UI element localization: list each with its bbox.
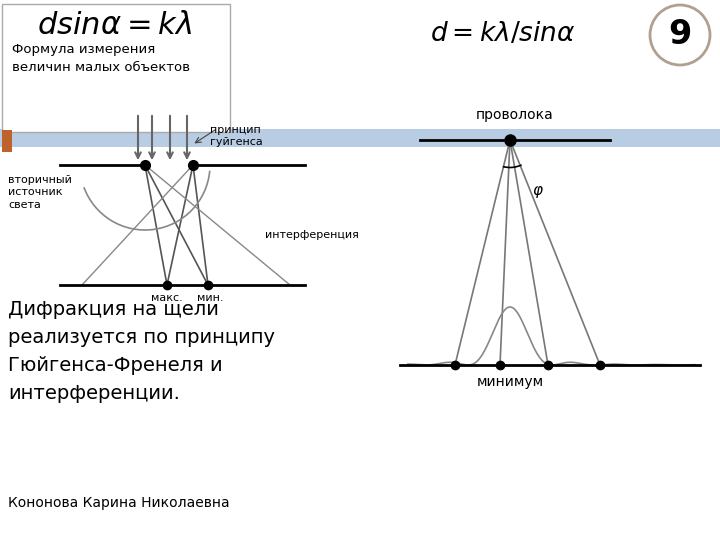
Text: макс.: макс. [151,293,183,303]
Circle shape [650,5,710,65]
Text: проволока: проволока [476,108,554,122]
Text: Дифракция на щели
реализуется по принципу
Гюйгенса-Френеля и
интерференции.: Дифракция на щели реализуется по принцип… [8,300,275,403]
Text: минимум: минимум [477,375,544,389]
Text: интерференция: интерференция [265,230,359,240]
Text: φ: φ [532,183,542,198]
Bar [2,4,230,132]
Bar [2,130,12,152]
Text: Формула измерения
величин малых объектов: Формула измерения величин малых объектов [12,43,190,74]
Text: $d = k\lambda/sin\alpha$: $d = k\lambda/sin\alpha$ [430,20,576,46]
Text: принцип
гуйгенса: принцип гуйгенса [210,125,263,147]
Bar [0,129,720,147]
Text: вторичный
источник
света: вторичный источник света [8,175,72,210]
Text: $dsin\alpha = k\lambda$: $dsin\alpha = k\lambda$ [37,10,192,41]
Text: мин.: мин. [197,293,223,303]
Text: Кононова Карина Николаевна: Кононова Карина Николаевна [8,496,230,510]
Text: 9: 9 [668,18,692,51]
